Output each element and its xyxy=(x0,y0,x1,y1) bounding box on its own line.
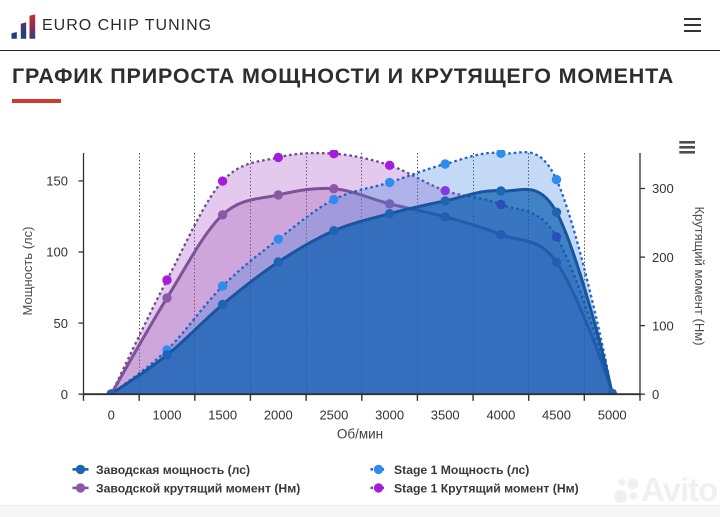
svg-text:Заводской крутящий момент (Нм): Заводской крутящий момент (Нм) xyxy=(96,482,300,496)
svg-text:0: 0 xyxy=(652,387,659,402)
svg-text:150: 150 xyxy=(46,174,68,189)
svg-text:Крутящий момент (Нм): Крутящий момент (Нм) xyxy=(692,206,707,345)
svg-text:0: 0 xyxy=(61,387,68,402)
svg-text:Об/мин: Об/мин xyxy=(337,427,383,442)
svg-text:1500: 1500 xyxy=(208,407,237,422)
svg-text:Заводская мощность (лс): Заводская мощность (лс) xyxy=(96,463,250,477)
svg-text:3000: 3000 xyxy=(375,407,404,422)
svg-text:50: 50 xyxy=(54,316,68,331)
svg-text:300: 300 xyxy=(652,181,674,196)
svg-text:0: 0 xyxy=(108,407,115,422)
svg-text:4000: 4000 xyxy=(486,407,515,422)
svg-text:200: 200 xyxy=(652,250,674,265)
svg-text:Мощность (лс): Мощность (лс) xyxy=(20,227,35,316)
svg-text:5000: 5000 xyxy=(598,407,627,422)
svg-text:100: 100 xyxy=(652,318,674,333)
svg-text:2000: 2000 xyxy=(264,407,293,422)
svg-text:3500: 3500 xyxy=(431,407,460,422)
svg-text:2500: 2500 xyxy=(319,407,348,422)
svg-text:100: 100 xyxy=(46,245,68,260)
svg-text:4500: 4500 xyxy=(542,407,571,422)
svg-text:1000: 1000 xyxy=(153,407,182,422)
svg-text:Avito: Avito xyxy=(641,471,717,508)
svg-text:Stage 1 Мощность (лс): Stage 1 Мощность (лс) xyxy=(394,463,529,477)
svg-text:Stage 1 Крутящий момент (Нм): Stage 1 Крутящий момент (Нм) xyxy=(394,482,579,496)
